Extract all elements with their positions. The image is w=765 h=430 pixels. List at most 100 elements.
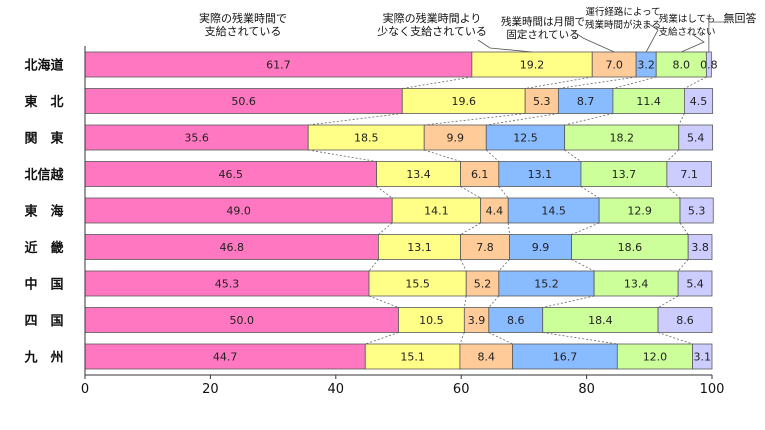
- connector-line: [486, 149, 500, 162]
- bar-segment: [593, 270, 679, 297]
- legend-leader-line: [681, 33, 705, 53]
- bar-segment: [684, 88, 714, 114]
- bar-segment: [465, 270, 500, 297]
- bar-segment: [364, 343, 461, 370]
- data-label: 14.1: [424, 205, 449, 218]
- data-label: 13.1: [407, 241, 432, 254]
- bars-layer: 61.7 19.2 7.0 3.2 8.0 0.8 50.6 19.6 5.3 8.7 11.4 4.…: [84, 51, 718, 370]
- data-label: 19.2: [520, 59, 545, 72]
- data-label: 4.4: [486, 205, 504, 218]
- data-label: 12.5: [513, 132, 538, 145]
- connector-line: [525, 76, 593, 89]
- connector-line: [460, 222, 481, 235]
- data-label: 8.4: [478, 351, 496, 364]
- category-label: 北海道: [24, 58, 63, 74]
- data-label: 5.3: [533, 95, 551, 108]
- bar-segment: [376, 161, 461, 187]
- connector-line: [308, 149, 377, 162]
- legend-label: 実際の残業時間で: [199, 11, 287, 25]
- connector-line: [571, 259, 595, 272]
- data-label: 5.3: [688, 205, 706, 218]
- bar-segment: [524, 88, 559, 114]
- data-label: 15.1: [400, 351, 425, 364]
- connector-lines: [308, 76, 707, 345]
- data-label: 15.5: [405, 278, 430, 291]
- data-label: 19.6: [451, 95, 476, 108]
- data-label: 15.2: [534, 278, 559, 291]
- data-label: 50.0: [230, 314, 255, 327]
- data-label: 0.8: [700, 59, 718, 72]
- bar-segment: [509, 234, 572, 260]
- connector-line: [460, 186, 481, 199]
- category-label: 九 州: [23, 351, 63, 366]
- data-label: 35.6: [184, 132, 209, 145]
- connector-line: [564, 149, 582, 162]
- data-label: 10.5: [419, 314, 444, 327]
- connector-line: [424, 149, 461, 162]
- x-tick-label: 20: [202, 382, 219, 397]
- connector-line: [365, 332, 399, 345]
- bar-segment: [591, 51, 637, 78]
- bar-segment: [391, 197, 482, 224]
- connector-line: [678, 113, 685, 126]
- data-label: 5.4: [686, 278, 704, 291]
- x-tick-label: 60: [453, 382, 470, 397]
- bar-segment: [542, 307, 659, 333]
- data-label: 11.4: [636, 95, 661, 108]
- data-label: 3.2: [637, 59, 655, 72]
- bar-segment: [657, 307, 713, 333]
- bar-segment: [488, 307, 544, 333]
- category-label: 東 海: [24, 204, 63, 220]
- data-label: 8.6: [676, 314, 694, 327]
- data-label: 14.5: [541, 205, 566, 218]
- data-label: 44.7: [213, 351, 238, 364]
- connector-line: [542, 332, 618, 345]
- connector-line: [424, 113, 526, 126]
- connector-line: [378, 222, 393, 235]
- bar-segment: [557, 88, 614, 114]
- data-label: 3.1: [694, 351, 712, 364]
- bar-segment: [507, 197, 600, 224]
- legend-leader-line: [645, 21, 659, 53]
- data-label: 16.7: [553, 351, 578, 364]
- connector-line: [580, 186, 600, 199]
- bar-segment: [307, 124, 425, 151]
- bar-segment: [678, 124, 714, 151]
- connector-line: [657, 332, 693, 345]
- connector-line: [666, 186, 681, 199]
- data-label: 18.2: [609, 132, 634, 145]
- data-label: 3.9: [468, 314, 486, 327]
- connector-line: [460, 259, 467, 272]
- legend-label: 支給されている: [205, 24, 282, 38]
- bar-segment: [616, 343, 693, 370]
- connector-line: [368, 259, 379, 272]
- bar-segment: [84, 343, 366, 370]
- data-label: 8.0: [673, 59, 691, 72]
- category-label: 東 北: [24, 94, 63, 110]
- data-label: 49.0: [226, 205, 251, 218]
- bar-segment: [485, 124, 566, 151]
- data-label: 9.9: [446, 132, 464, 145]
- connector-line: [498, 186, 509, 199]
- data-label: 13.4: [406, 168, 431, 181]
- data-label: 5.2: [474, 278, 492, 291]
- data-label: 50.6: [231, 95, 256, 108]
- legend-label: 支給されない: [658, 26, 715, 38]
- data-label: 46.8: [219, 241, 244, 254]
- connector-line: [308, 113, 403, 126]
- bar-segment: [498, 161, 582, 187]
- category-label: 中 国: [24, 277, 63, 293]
- connector-line: [463, 295, 467, 308]
- connector-line: [657, 295, 679, 308]
- bar-segment: [84, 161, 377, 187]
- bar-segment: [677, 270, 713, 297]
- connector-line: [486, 113, 559, 126]
- bar-segment: [571, 234, 689, 260]
- bar-segment: [692, 343, 713, 370]
- data-label: 8.6: [507, 314, 525, 327]
- connector-line: [571, 222, 600, 235]
- x-tick-label: 40: [328, 382, 345, 397]
- data-label: 3.8: [691, 241, 709, 254]
- category-label: 関 東: [24, 131, 63, 147]
- connector-line: [564, 113, 614, 126]
